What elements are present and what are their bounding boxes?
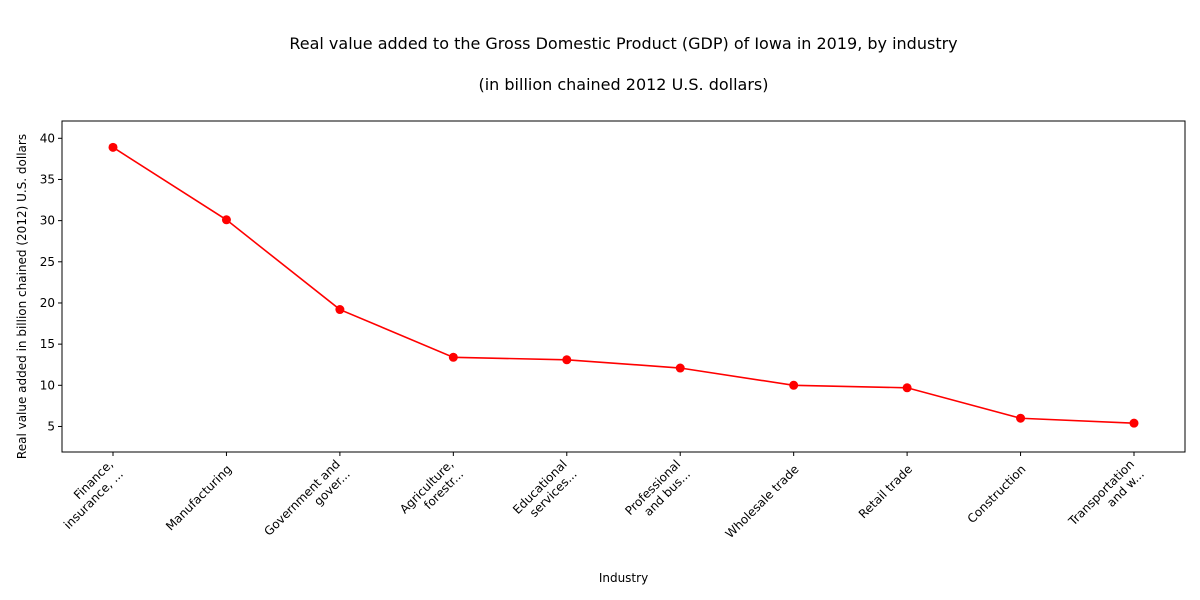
y-tick-label: 15	[40, 337, 55, 351]
x-tick-label: Transportationand w...	[1065, 457, 1147, 539]
y-axis-label: Real value added in billion chained (201…	[15, 134, 29, 459]
data-point	[108, 142, 118, 152]
data-point	[789, 380, 799, 390]
x-tick-label: Professionaland bus...	[622, 457, 693, 528]
x-tick-label-line: Manufacturing	[163, 462, 234, 533]
data-point	[902, 383, 912, 393]
data-point	[675, 363, 685, 373]
x-tick-label: Retail trade	[856, 462, 915, 521]
x-tick-label: Construction	[965, 462, 1029, 526]
chart-subtitle: (in billion chained 2012 U.S. dollars)	[478, 75, 769, 94]
y-tick-label: 25	[40, 255, 55, 269]
plot-frame	[61, 120, 1186, 453]
x-axis-label: Industry	[599, 571, 648, 585]
y-tick-label: 30	[40, 214, 55, 228]
x-tick-label-line: Retail trade	[856, 462, 915, 521]
data-point	[1016, 413, 1026, 423]
y-tick-label: 35	[40, 172, 55, 186]
x-tick-label: Educationalservices...	[510, 457, 580, 527]
x-tick-label: Finance,insurance, ...	[51, 457, 126, 532]
plot-marks	[108, 142, 1139, 428]
x-tick-label-line: Construction	[965, 462, 1029, 526]
x-tick-label: Government andgover...	[261, 457, 352, 548]
y-tick-label: 10	[40, 378, 55, 392]
x-tick-label-line: Wholesale trade	[723, 462, 802, 541]
y-tick-label: 5	[47, 419, 55, 433]
series-line	[112, 146, 1135, 424]
y-axis: 5 10 15 20 25 30 35 40	[40, 131, 62, 433]
x-tick-label: Agriculture,forestr...	[397, 457, 466, 526]
chart-title: Real value added to the Gross Domestic P…	[289, 34, 958, 53]
y-tick-label: 40	[40, 131, 55, 145]
data-point	[1129, 418, 1139, 428]
data-point	[221, 215, 231, 225]
data-point	[562, 355, 572, 365]
y-tick-label: 20	[40, 296, 55, 310]
x-tick-label: Manufacturing	[163, 462, 234, 533]
data-point	[335, 305, 345, 315]
data-point	[448, 352, 458, 362]
x-tick-label: Wholesale trade	[723, 462, 802, 541]
x-axis: Finance,insurance, ... Manufacturing Gover…	[51, 452, 1147, 548]
